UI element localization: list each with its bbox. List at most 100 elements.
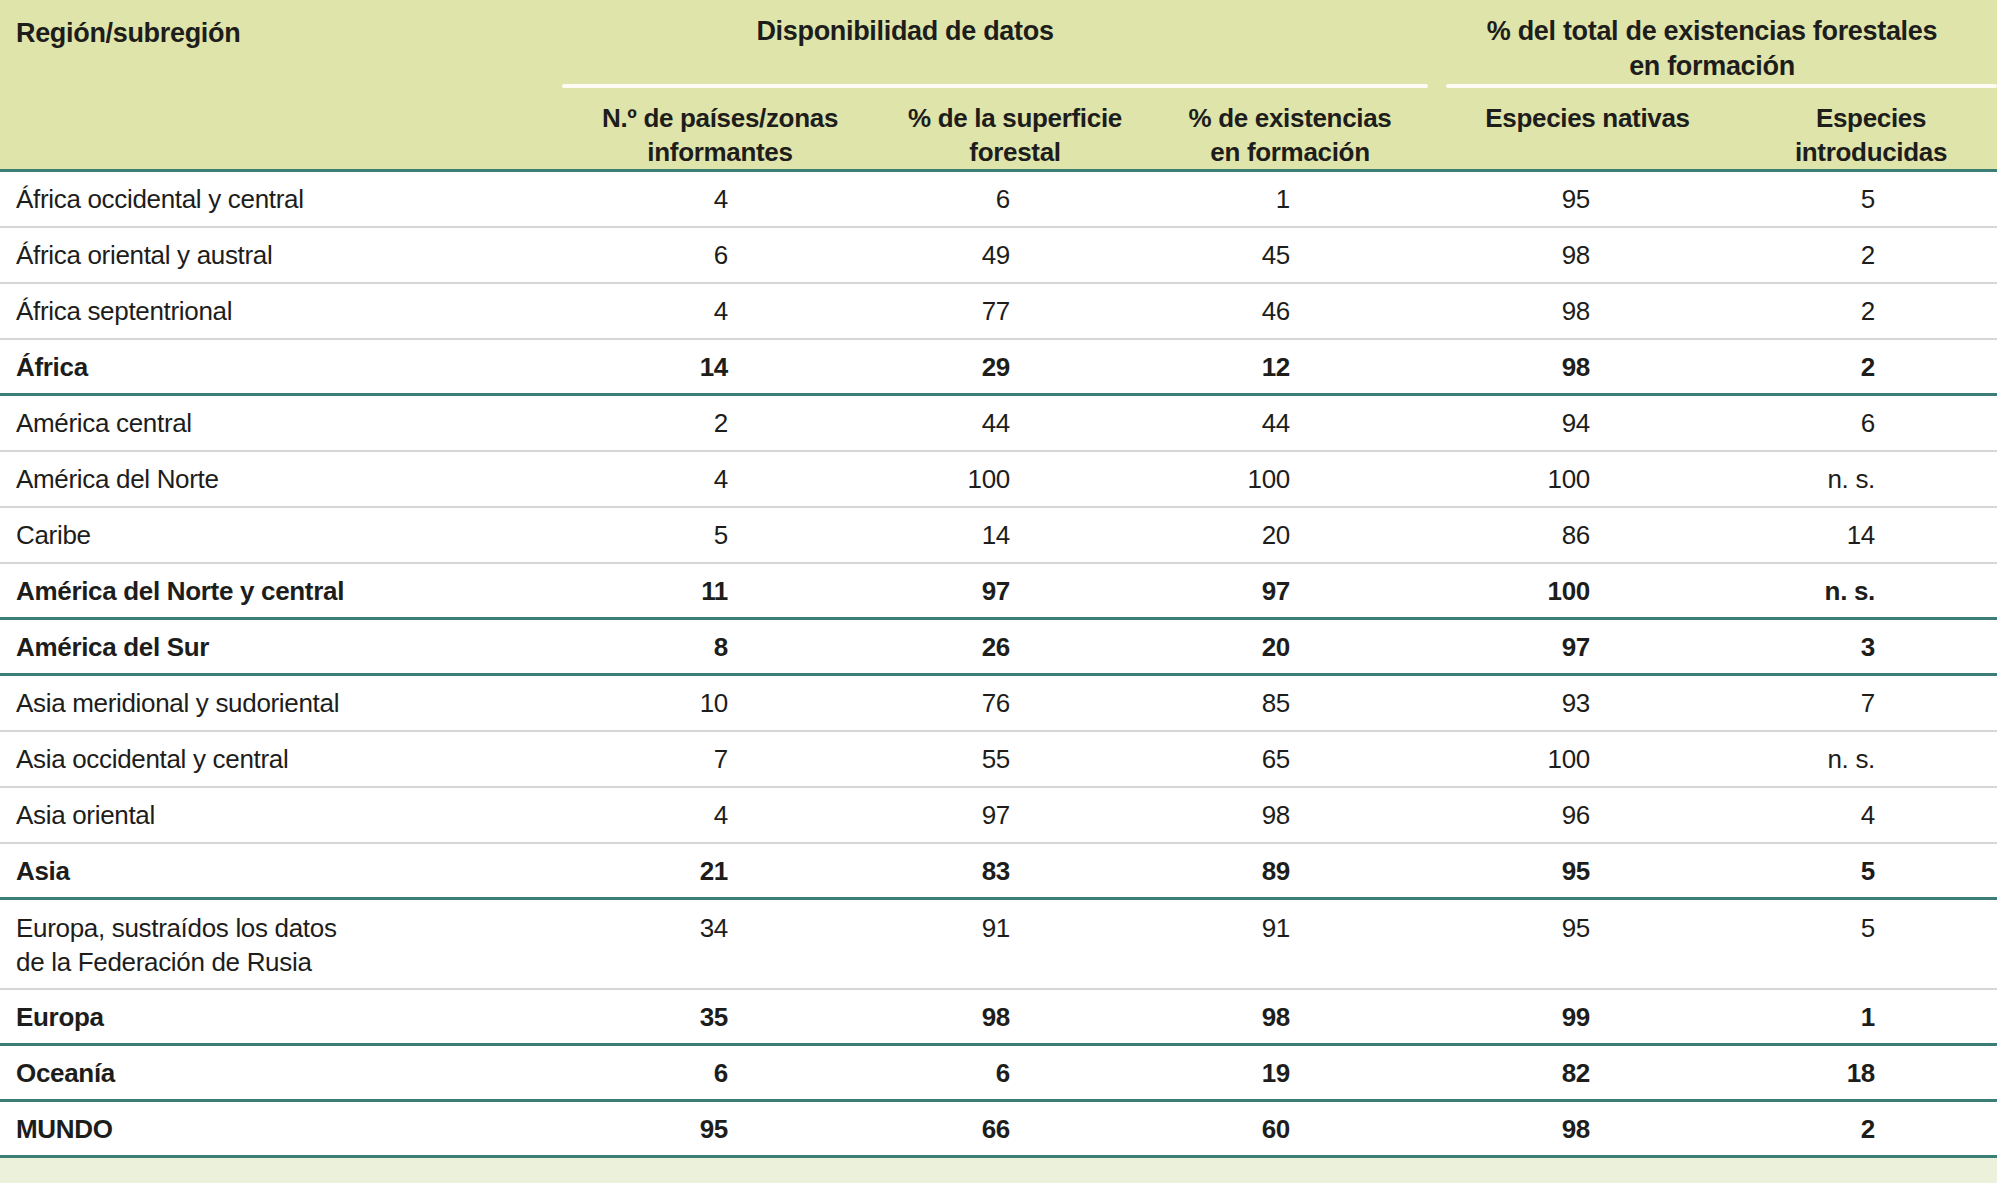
value-cell-reporting-countries: 5 xyxy=(560,518,880,552)
region-cell: MUNDO xyxy=(0,1112,560,1146)
value-cell-forest-area-pct: 29 xyxy=(880,350,1150,384)
value-cell-native-species: 96 xyxy=(1430,798,1745,832)
table-row: Oceanía 6 6 19 82 18 xyxy=(0,1046,1997,1102)
value-cell-reporting-countries: 35 xyxy=(560,1000,880,1034)
table-row: Asia 21 83 89 95 5 xyxy=(0,844,1997,900)
value-cell-forest-area-pct: 55 xyxy=(880,742,1150,776)
value-cell-reporting-countries: 2 xyxy=(560,406,880,440)
value-cell-forest-area-pct: 49 xyxy=(880,238,1150,272)
value-cell-introduced-species: n. s. xyxy=(1745,462,1997,496)
value-cell-introduced-species: 18 xyxy=(1745,1056,1997,1090)
value-cell-reporting-countries: 10 xyxy=(560,686,880,720)
value-cell-forest-area-pct: 100 xyxy=(880,462,1150,496)
table-row: América del Sur 8 26 20 97 3 xyxy=(0,620,1997,676)
column-header-introduced-species: Especies introducidas xyxy=(1745,101,1997,169)
column-header-native-species: Especies nativas xyxy=(1430,101,1745,135)
region-cell: Oceanía xyxy=(0,1056,560,1090)
table-footer-strip xyxy=(0,1158,1997,1183)
region-cell: África xyxy=(0,350,560,384)
region-cell: Asia occidental y central xyxy=(0,742,560,776)
value-cell-reporting-countries: 4 xyxy=(560,182,880,216)
value-cell-introduced-species: 5 xyxy=(1745,182,1997,216)
value-cell-native-species: 95 xyxy=(1430,854,1745,888)
value-cell-reporting-countries: 8 xyxy=(560,630,880,664)
value-cell-native-species: 95 xyxy=(1430,182,1745,216)
table-row: Europa 35 98 98 99 1 xyxy=(0,990,1997,1046)
value-cell-native-species: 93 xyxy=(1430,686,1745,720)
value-cell-growing-stock-pct: 46 xyxy=(1150,294,1430,328)
value-cell-growing-stock-pct: 45 xyxy=(1150,238,1430,272)
value-cell-introduced-species: 1 xyxy=(1745,1000,1997,1034)
table-body: África occidental y central 4 6 1 95 5 Á… xyxy=(0,172,1997,1158)
region-cell: Asia oriental xyxy=(0,798,560,832)
value-cell-forest-area-pct: 76 xyxy=(880,686,1150,720)
value-cell-growing-stock-pct: 20 xyxy=(1150,630,1430,664)
region-cell: Europa xyxy=(0,1000,560,1034)
region-cell: Caribe xyxy=(0,518,560,552)
value-cell-introduced-species: n. s. xyxy=(1745,742,1997,776)
value-cell-forest-area-pct: 26 xyxy=(880,630,1150,664)
value-cell-reporting-countries: 95 xyxy=(560,1112,880,1146)
value-cell-growing-stock-pct: 44 xyxy=(1150,406,1430,440)
subheader-row: N.º de países/zonas informantes % de la … xyxy=(560,101,1997,169)
value-cell-native-species: 100 xyxy=(1430,462,1745,496)
table-row: América del Norte y central 11 97 97 100… xyxy=(0,564,1997,620)
value-cell-growing-stock-pct: 98 xyxy=(1150,798,1430,832)
value-cell-native-species: 86 xyxy=(1430,518,1745,552)
region-cell: África occidental y central xyxy=(0,182,560,216)
value-cell-reporting-countries: 6 xyxy=(560,238,880,272)
value-cell-introduced-species: 2 xyxy=(1745,350,1997,384)
region-cell: América central xyxy=(0,406,560,440)
region-cell: África septentrional xyxy=(0,294,560,328)
value-cell-introduced-species: 7 xyxy=(1745,686,1997,720)
value-cell-reporting-countries: 4 xyxy=(560,462,880,496)
table-row: Asia meridional y sudoriental 10 76 85 9… xyxy=(0,676,1997,732)
region-cell: América del Norte xyxy=(0,462,560,496)
table-row: Asia oriental 4 97 98 96 4 xyxy=(0,788,1997,844)
value-cell-introduced-species: 6 xyxy=(1745,406,1997,440)
value-cell-native-species: 100 xyxy=(1430,574,1745,608)
value-cell-growing-stock-pct: 98 xyxy=(1150,1000,1430,1034)
table-row: Europa, sustraídos los datos de la Feder… xyxy=(0,900,1997,990)
value-cell-growing-stock-pct: 100 xyxy=(1150,462,1430,496)
value-cell-growing-stock-pct: 91 xyxy=(1150,911,1430,945)
table-row: Asia occidental y central 7 55 65 100 n.… xyxy=(0,732,1997,788)
value-cell-introduced-species: 5 xyxy=(1745,911,1997,945)
value-cell-forest-area-pct: 77 xyxy=(880,294,1150,328)
value-cell-native-species: 98 xyxy=(1430,1112,1745,1146)
value-cell-growing-stock-pct: 89 xyxy=(1150,854,1430,888)
value-cell-native-species: 98 xyxy=(1430,238,1745,272)
value-cell-forest-area-pct: 83 xyxy=(880,854,1150,888)
value-cell-forest-area-pct: 6 xyxy=(880,182,1150,216)
value-cell-introduced-species: 14 xyxy=(1745,518,1997,552)
value-cell-reporting-countries: 11 xyxy=(560,574,880,608)
value-cell-growing-stock-pct: 12 xyxy=(1150,350,1430,384)
value-cell-forest-area-pct: 98 xyxy=(880,1000,1150,1034)
column-header-forest-area-pct: % de la superficie forestal xyxy=(880,101,1150,169)
value-cell-native-species: 82 xyxy=(1430,1056,1745,1090)
value-cell-reporting-countries: 7 xyxy=(560,742,880,776)
value-cell-forest-area-pct: 14 xyxy=(880,518,1150,552)
value-cell-forest-area-pct: 44 xyxy=(880,406,1150,440)
value-cell-growing-stock-pct: 20 xyxy=(1150,518,1430,552)
value-cell-growing-stock-pct: 19 xyxy=(1150,1056,1430,1090)
group-underline xyxy=(1446,84,1997,88)
region-cell: Asia xyxy=(0,854,560,888)
value-cell-reporting-countries: 34 xyxy=(560,911,880,945)
table-row: América del Norte 4 100 100 100 n. s. xyxy=(0,452,1997,508)
value-cell-reporting-countries: 4 xyxy=(560,294,880,328)
value-cell-native-species: 97 xyxy=(1430,630,1745,664)
value-cell-reporting-countries: 21 xyxy=(560,854,880,888)
value-cell-reporting-countries: 6 xyxy=(560,1056,880,1090)
region-column-header: Región/subregión xyxy=(16,16,240,50)
group-header-pct-growing-stock: % del total de existencias forestales en… xyxy=(1432,14,1992,84)
value-cell-introduced-species: 3 xyxy=(1745,630,1997,664)
value-cell-growing-stock-pct: 85 xyxy=(1150,686,1430,720)
forest-growing-stock-data-table: Región/subregión Disponibilidad de datos… xyxy=(0,0,1997,1183)
region-cell: América del Norte y central xyxy=(0,574,560,608)
value-cell-introduced-species: 2 xyxy=(1745,294,1997,328)
value-cell-growing-stock-pct: 97 xyxy=(1150,574,1430,608)
value-cell-forest-area-pct: 6 xyxy=(880,1056,1150,1090)
column-header-growing-stock-pct: % de existencias en formación xyxy=(1150,101,1430,169)
value-cell-growing-stock-pct: 60 xyxy=(1150,1112,1430,1146)
